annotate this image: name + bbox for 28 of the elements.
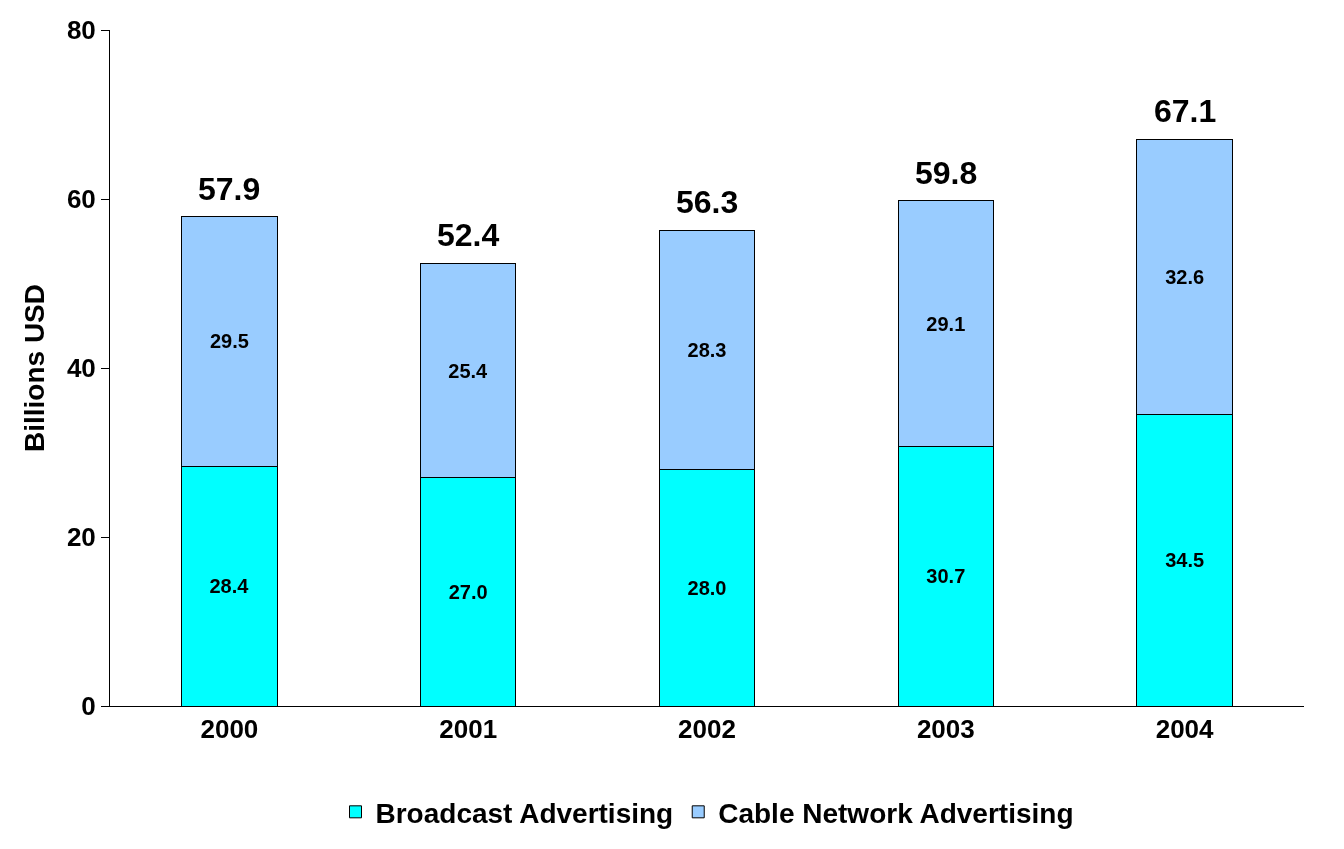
- data-label: 34.5: [1165, 549, 1205, 572]
- x-tick-label: 2000: [200, 714, 259, 745]
- data-label: 29.5: [209, 330, 249, 353]
- data-label: 27.0: [448, 580, 488, 603]
- data-label: 25.4: [448, 359, 489, 382]
- data-label: 30.7: [926, 565, 966, 588]
- legend-label: Cable Network Advertising: [718, 797, 1074, 829]
- y-tick-label: 40: [66, 353, 96, 384]
- total-label: 59.8: [915, 155, 978, 191]
- data-label: 32.6: [1165, 265, 1205, 288]
- y-tick-label: 80: [66, 15, 96, 46]
- total-label: 67.1: [1154, 93, 1217, 129]
- y-tick-label: 0: [81, 691, 96, 722]
- data-label: 28.0: [687, 576, 727, 599]
- data-label: 28.3: [687, 338, 727, 361]
- data-label: 28.4: [209, 575, 250, 598]
- total-label: 57.9: [198, 171, 261, 207]
- y-tick-label: 20: [66, 522, 96, 553]
- data-label: 29.1: [926, 312, 966, 335]
- y-tick-label: 60: [66, 184, 96, 215]
- x-tick-label: 2003: [916, 714, 975, 745]
- legend-label: Broadcast Advertising: [375, 797, 674, 829]
- total-label: 56.3: [676, 184, 739, 220]
- total-label: 52.4: [437, 217, 500, 253]
- x-tick-label: 2004: [1155, 714, 1215, 745]
- x-tick-label: 2001: [439, 714, 498, 745]
- x-tick-label: 2002: [678, 714, 736, 745]
- y-axis-title: Billions USD: [19, 283, 50, 453]
